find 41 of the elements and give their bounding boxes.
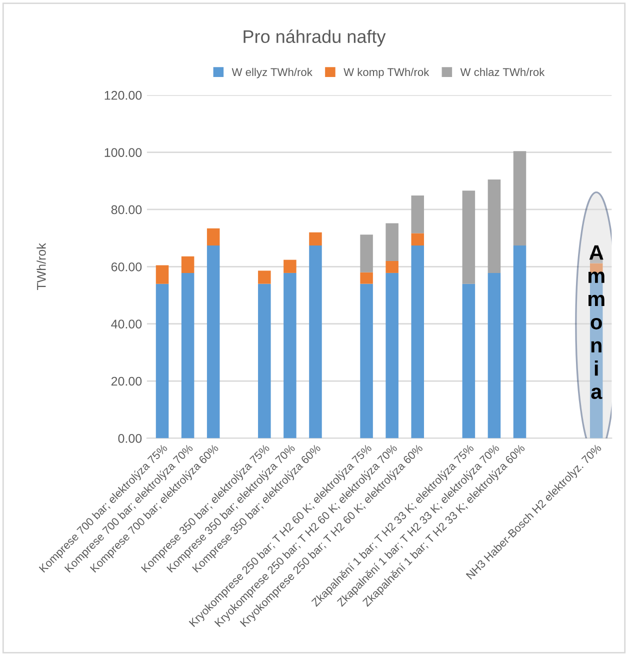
bar — [462, 284, 476, 438]
bar — [513, 151, 526, 246]
bar — [206, 228, 220, 246]
bar — [360, 272, 373, 284]
bar — [181, 272, 194, 438]
bar — [284, 272, 296, 438]
y-tick-label: 120.00 — [104, 90, 142, 100]
legend-label: W chlaz TWh/rok — [460, 68, 545, 76]
bar — [284, 260, 296, 273]
bar — [590, 263, 603, 273]
bar — [513, 246, 526, 438]
legend-label: W ellyz TWh/rok — [232, 68, 312, 78]
bar — [156, 265, 169, 284]
bar — [206, 246, 220, 438]
y-tick-label: 60.00 — [111, 262, 142, 272]
y-axis-title: TWh/rok — [36, 243, 46, 290]
bar — [360, 234, 373, 272]
bar — [488, 179, 501, 273]
y-tick-label: 40.00 — [111, 320, 142, 328]
bar — [258, 284, 271, 438]
bar — [411, 246, 424, 438]
annotation: Ammonia — [588, 245, 604, 400]
bar — [411, 233, 424, 246]
bar — [309, 246, 322, 438]
bar — [386, 260, 398, 273]
bar — [360, 284, 373, 438]
chart-title: Pro náhradu nafty — [244, 30, 386, 47]
y-tick-label: 20.00 — [111, 376, 142, 386]
bar — [488, 272, 501, 438]
y-tick-label: 100.00 — [104, 148, 142, 157]
bar — [258, 270, 271, 284]
bar — [462, 190, 476, 284]
bar — [181, 256, 194, 273]
y-tick-label: 0.00 — [118, 434, 142, 443]
bar — [309, 232, 322, 246]
bar — [411, 195, 424, 234]
bar — [156, 284, 169, 438]
y-tick-label: 80.00 — [111, 205, 142, 214]
bar — [386, 272, 398, 438]
bar — [386, 223, 398, 261]
legend-label: W komp TWh/rok — [344, 68, 430, 78]
